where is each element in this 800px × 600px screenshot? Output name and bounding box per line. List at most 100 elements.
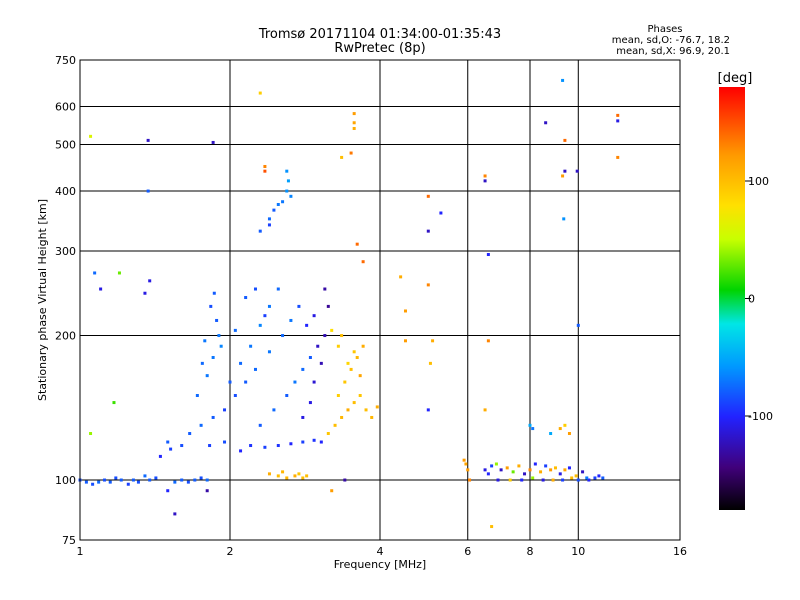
data-point [263, 169, 267, 173]
data-point [131, 478, 135, 482]
data-point [148, 279, 152, 283]
data-point [239, 361, 243, 365]
data-point [539, 470, 543, 474]
data-point [483, 468, 487, 472]
data-point [319, 440, 323, 444]
colorbar-ticks: 100 0 -100 [745, 175, 773, 423]
data-point [533, 462, 537, 466]
data-point [281, 200, 285, 204]
data-point [567, 466, 571, 470]
data-point [486, 253, 490, 257]
data-point [541, 478, 545, 482]
data-point [244, 380, 248, 384]
data-point [272, 208, 276, 212]
data-point [289, 318, 293, 322]
data-point [490, 464, 494, 468]
y-tick-label: 75 [62, 534, 76, 547]
data-point [173, 480, 177, 484]
data-point [166, 440, 170, 444]
data-point [258, 323, 262, 327]
data-point [169, 447, 173, 451]
data-point [285, 189, 289, 193]
data-point [587, 478, 591, 482]
data-point [186, 480, 190, 484]
data-point [531, 427, 535, 431]
grid-lines [80, 60, 680, 540]
data-point [209, 304, 213, 308]
data-point [426, 283, 430, 287]
data-point [293, 474, 297, 478]
data-point [346, 361, 350, 365]
data-point [285, 169, 289, 173]
data-point [616, 119, 620, 123]
data-point [258, 423, 262, 427]
data-point [195, 394, 199, 398]
data-point [352, 401, 356, 405]
data-point [403, 339, 407, 343]
data-point [561, 174, 565, 178]
data-point [211, 415, 215, 419]
data-point [199, 423, 203, 427]
data-point [483, 179, 487, 183]
data-point [523, 472, 527, 476]
x-tick-label: 16 [673, 545, 687, 558]
phase-legend-title: Phases [647, 24, 683, 35]
data-point [549, 468, 553, 472]
data-point [276, 474, 280, 478]
data-point [330, 489, 334, 493]
data-point [483, 408, 487, 412]
data-point [428, 361, 432, 365]
data-point [263, 445, 267, 449]
data-point [562, 217, 566, 221]
data-point [276, 444, 280, 448]
data-point [205, 489, 209, 493]
data-point [293, 380, 297, 384]
data-point [496, 478, 500, 482]
data-point [352, 350, 356, 354]
data-point [326, 432, 330, 436]
data-point [544, 121, 548, 125]
data-point [352, 126, 356, 130]
data-point [558, 472, 562, 476]
data-point [276, 287, 280, 291]
data-point [326, 304, 330, 308]
data-point [112, 401, 116, 405]
data-point [426, 408, 430, 412]
data-point [343, 478, 347, 482]
data-point [148, 478, 152, 482]
data-point [166, 489, 170, 493]
data-point [205, 478, 209, 482]
data-point [343, 380, 347, 384]
data-points [78, 78, 620, 529]
chart-title: Tromsø 20171104 01:34:00-01:35:43 [258, 27, 502, 42]
colorbar-tick-label: -100 [748, 410, 773, 423]
data-point [468, 478, 472, 482]
data-point [301, 476, 305, 480]
data-point [464, 462, 468, 466]
data-point [219, 344, 223, 348]
data-point [126, 482, 130, 486]
data-point [301, 415, 305, 419]
data-point [297, 472, 301, 476]
data-point [173, 512, 177, 516]
data-point [188, 432, 192, 436]
data-point [108, 480, 112, 484]
data-point [203, 339, 207, 343]
data-point [336, 344, 340, 348]
data-point [462, 458, 466, 462]
data-point [205, 374, 209, 378]
data-point [215, 318, 219, 322]
chart-subtitle: RwPretec (8p) [334, 41, 426, 56]
data-point [305, 474, 309, 478]
data-point [364, 408, 368, 412]
data-point [570, 476, 574, 480]
data-point [281, 334, 285, 338]
x-axis-label: Frequency [MHz] [334, 558, 426, 571]
data-point [361, 344, 365, 348]
data-point [561, 478, 565, 482]
data-point [89, 134, 93, 138]
x-tick-label: 2 [227, 545, 234, 558]
data-point [146, 189, 150, 193]
y-tick-label: 500 [55, 139, 76, 152]
y-tick-label: 100 [55, 474, 76, 487]
